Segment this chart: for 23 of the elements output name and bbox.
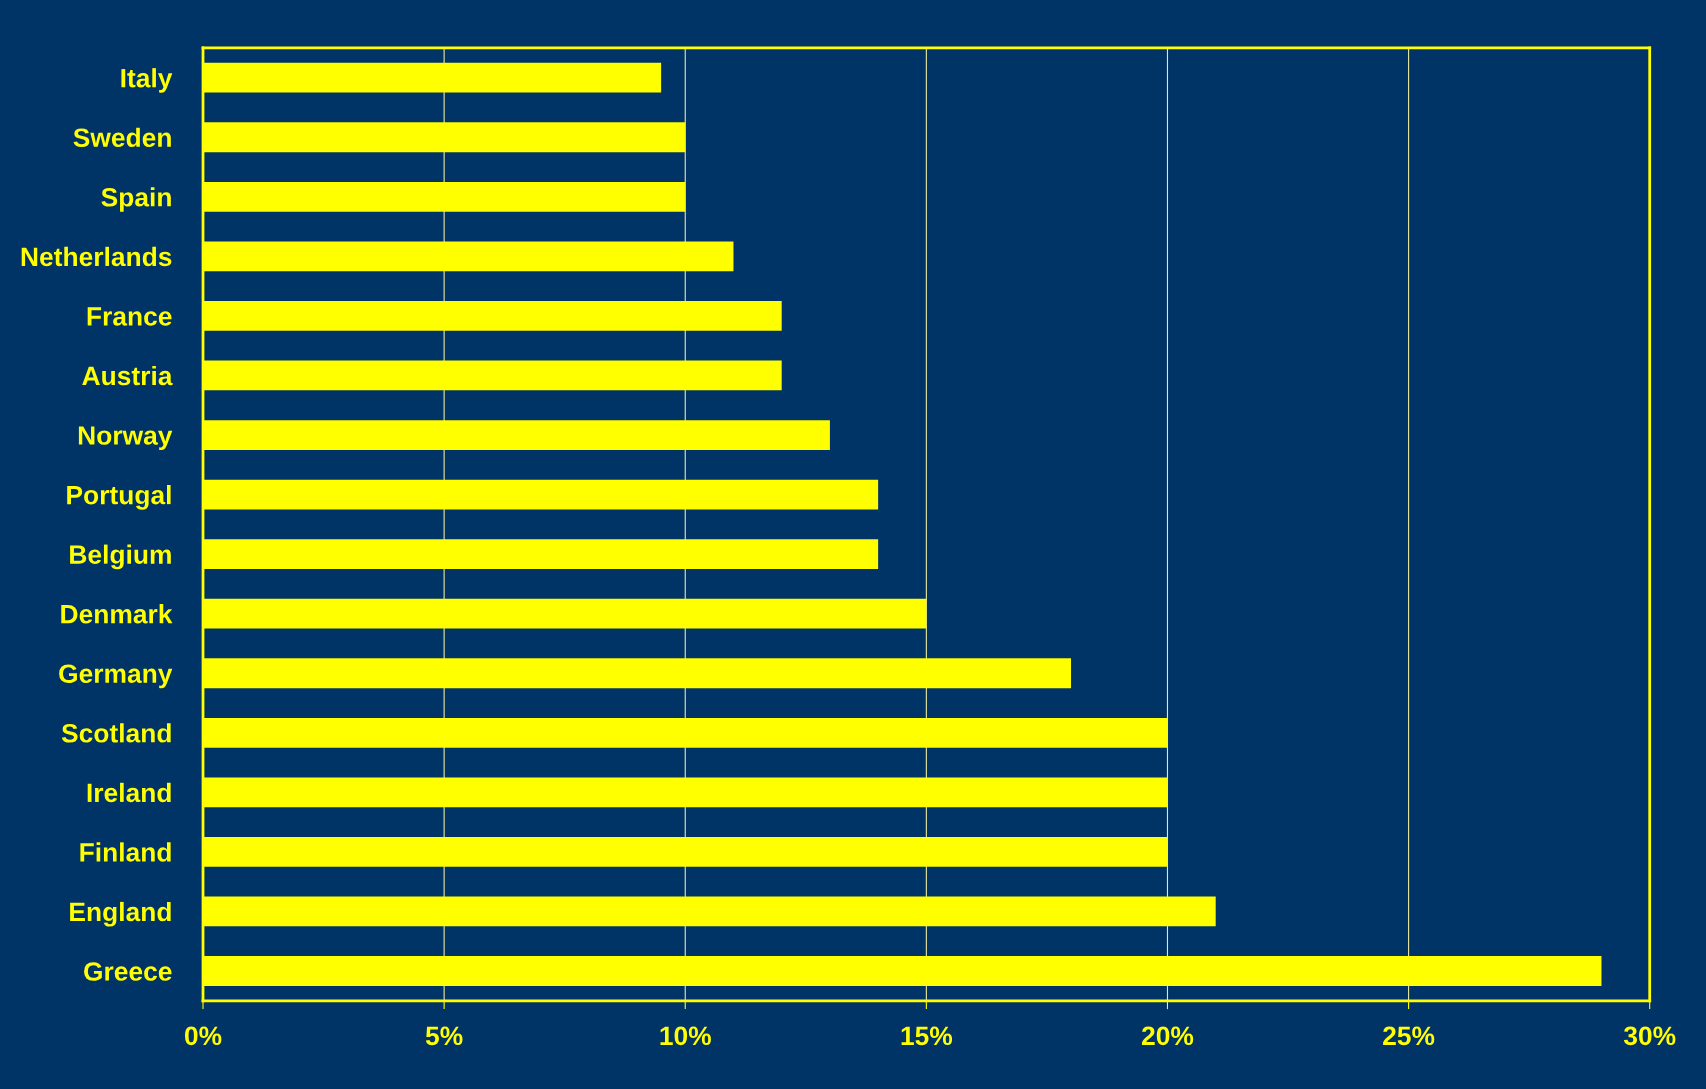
y-tick-label: Sweden bbox=[73, 127, 171, 148]
x-tick-label: 10% bbox=[660, 1026, 711, 1046]
y-tick-label: Scotland bbox=[61, 723, 171, 743]
y-tick-label: France bbox=[87, 307, 172, 326]
y-tick-label: Germany bbox=[59, 664, 173, 689]
y-tick-label: Denmark bbox=[61, 604, 173, 624]
y-tick-label: Italy bbox=[121, 68, 173, 93]
y-tick-label: Greece bbox=[84, 962, 172, 981]
y-tick-label: Spain bbox=[101, 187, 171, 212]
y-tick-label: England bbox=[70, 901, 171, 927]
y-tick-label: Belgium bbox=[70, 544, 171, 570]
y-tick-label: Finland bbox=[80, 842, 171, 862]
y-tick-label: Portugal bbox=[67, 485, 171, 510]
x-tick-label: 25% bbox=[1383, 1026, 1435, 1046]
y-tick-label: Norway bbox=[78, 426, 173, 451]
x-tick-label: 0% bbox=[184, 1026, 222, 1046]
x-tick-label: 15% bbox=[901, 1026, 953, 1046]
x-tick-label: 5% bbox=[425, 1026, 463, 1046]
y-tick-label: Ireland bbox=[87, 782, 171, 803]
y-tick-label: Netherlands bbox=[21, 246, 172, 267]
x-tick-label: 20% bbox=[1141, 1026, 1194, 1046]
x-tick-label: 30% bbox=[1623, 1026, 1676, 1046]
y-tick-label: Austria bbox=[82, 365, 173, 386]
